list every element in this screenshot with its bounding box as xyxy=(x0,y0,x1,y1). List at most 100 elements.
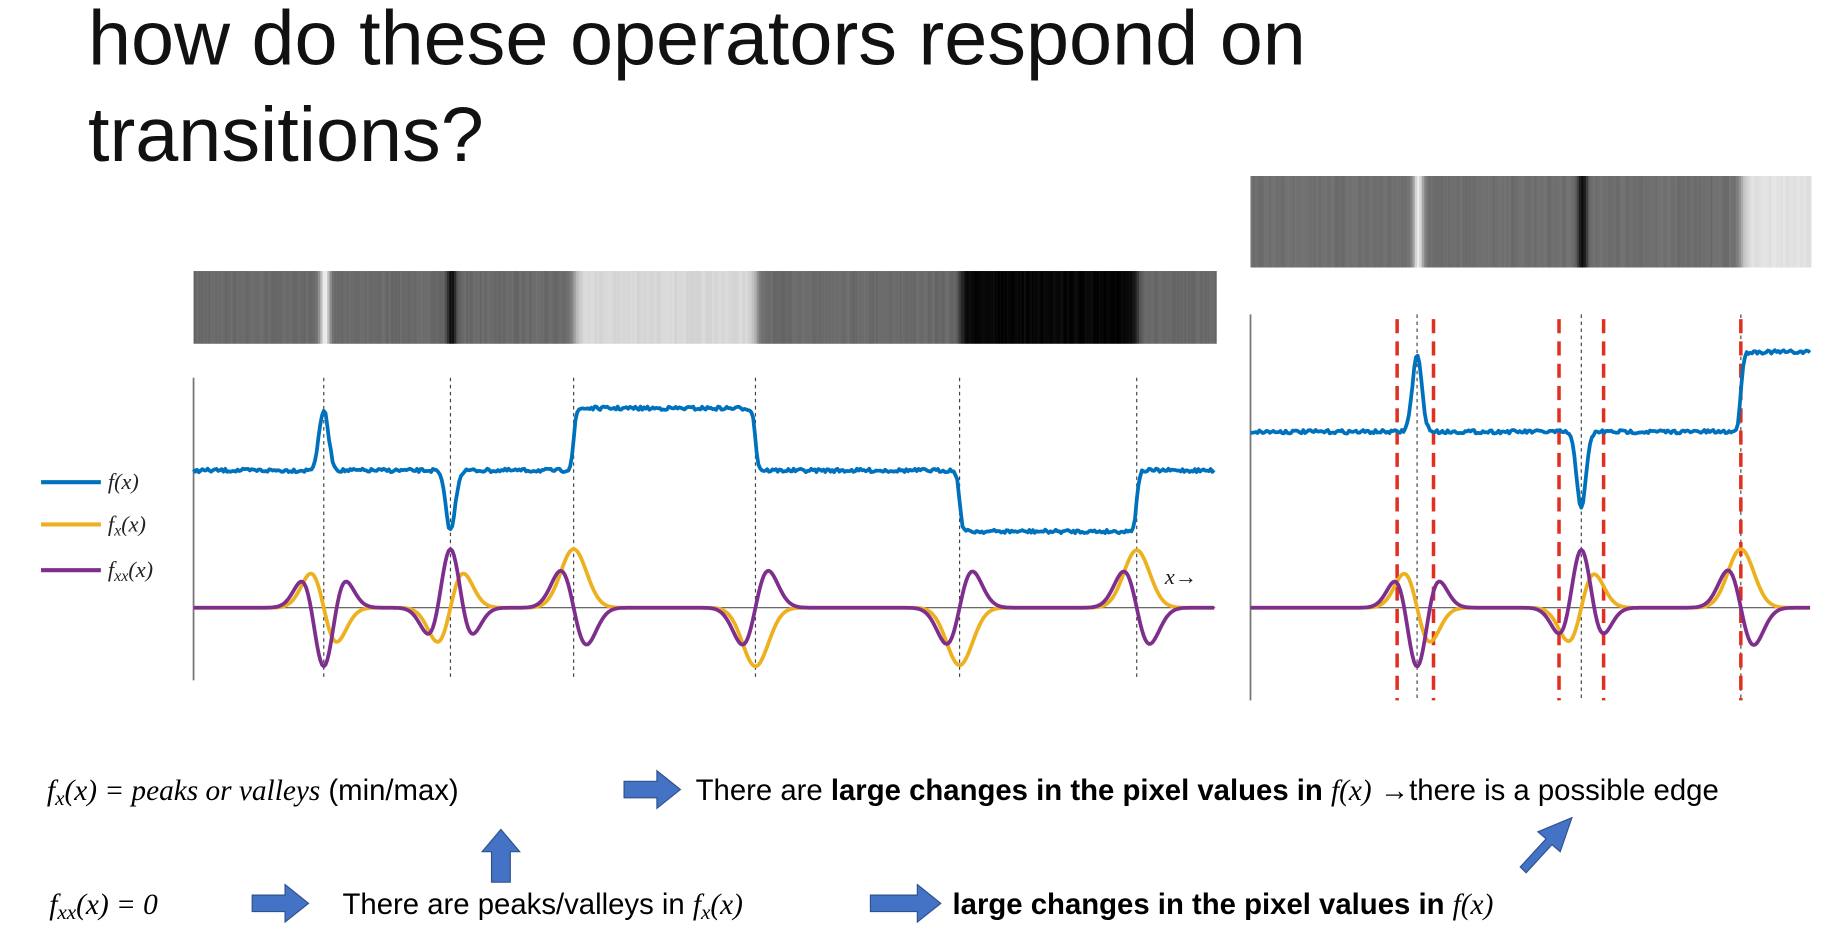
strip-column xyxy=(1363,176,1366,268)
strip-column xyxy=(320,271,323,344)
strip-column xyxy=(1417,176,1420,268)
strip-column xyxy=(1574,176,1577,268)
strip-column xyxy=(1564,176,1568,268)
strip-column xyxy=(1115,271,1119,344)
strip-column xyxy=(1471,176,1474,268)
strip-column xyxy=(564,271,567,344)
strip-column xyxy=(1567,176,1570,268)
strip-column xyxy=(1174,271,1177,344)
strip-column xyxy=(1454,176,1458,268)
strip-column xyxy=(1337,176,1340,268)
strip-column xyxy=(608,271,612,344)
strip-column xyxy=(1525,176,1528,268)
strip-column xyxy=(880,271,884,344)
strip-column xyxy=(747,271,750,344)
strip-column xyxy=(1799,176,1803,268)
strip-column xyxy=(1092,271,1095,344)
strip-column xyxy=(780,271,783,344)
strip-column xyxy=(848,271,851,344)
strip-column xyxy=(946,271,950,344)
strip-column xyxy=(278,271,281,344)
strip-column xyxy=(1026,271,1030,344)
strip-column xyxy=(1141,271,1144,344)
strip-column xyxy=(1281,176,1284,268)
strip-column xyxy=(1743,176,1746,268)
strip-column xyxy=(951,271,954,344)
strip-column xyxy=(770,271,774,344)
strip-column xyxy=(944,271,947,344)
strip-column xyxy=(676,271,680,344)
strip-column xyxy=(960,271,964,344)
strip-column xyxy=(629,271,633,344)
strip-column xyxy=(1412,176,1415,268)
strip-column xyxy=(1609,176,1613,268)
strip-column xyxy=(688,271,692,344)
strip-column xyxy=(913,271,917,344)
strip-column xyxy=(1456,176,1460,268)
strip-column xyxy=(871,271,875,344)
strip-column xyxy=(1658,176,1662,268)
strip-column xyxy=(697,271,701,344)
strip-column xyxy=(317,271,321,344)
strip-column xyxy=(812,271,816,344)
strip-column xyxy=(1618,176,1622,268)
strip-column xyxy=(256,271,260,344)
strip-column xyxy=(1311,176,1315,268)
strip-column xyxy=(1581,176,1584,268)
strip-column xyxy=(1797,176,1800,268)
strip-column xyxy=(1325,176,1329,268)
strip-column xyxy=(1466,176,1469,268)
strip-column xyxy=(1276,176,1279,268)
strip-column xyxy=(324,271,328,344)
strip-column xyxy=(212,271,215,344)
strip-column xyxy=(979,271,983,344)
strip-column xyxy=(1792,176,1796,268)
strip-column xyxy=(1167,271,1170,344)
strip-column xyxy=(1480,176,1484,268)
strip-column xyxy=(1503,176,1507,268)
strip-column xyxy=(1334,176,1338,268)
strip-column xyxy=(791,271,795,344)
strip-column xyxy=(754,271,757,344)
formula-line: large changes in the pixel values in f(x… xyxy=(953,888,1494,921)
strip-column xyxy=(1214,271,1217,344)
strip-column xyxy=(972,271,976,344)
strip-column xyxy=(1410,176,1413,268)
strip-column xyxy=(810,271,814,344)
strip-column xyxy=(1452,176,1455,268)
arrow xyxy=(869,883,942,924)
strip-column xyxy=(1351,176,1354,268)
strip-column xyxy=(1381,176,1385,268)
strip-column xyxy=(1204,271,1208,344)
strip-column xyxy=(1459,176,1462,268)
strip-column xyxy=(428,271,431,344)
strip-column xyxy=(681,271,685,344)
strip-column xyxy=(1628,176,1631,268)
strip-column xyxy=(583,271,586,344)
strip-column xyxy=(744,271,748,344)
strip-column xyxy=(679,271,682,344)
strip-column xyxy=(1344,176,1347,268)
strip-column xyxy=(296,271,300,344)
strip-column xyxy=(1485,176,1488,268)
text-part: f(x) xyxy=(1331,775,1372,807)
strip-column xyxy=(1804,176,1807,268)
strip-column xyxy=(721,271,725,344)
strip-column xyxy=(1139,271,1142,344)
strip-column xyxy=(1405,176,1408,268)
strip-column xyxy=(543,271,546,344)
strip-column xyxy=(974,271,978,344)
strip-column xyxy=(1176,271,1180,344)
strip-column xyxy=(1292,176,1296,268)
strip-column xyxy=(1677,176,1681,268)
strip-column xyxy=(1047,271,1051,344)
strip-column xyxy=(1178,271,1182,344)
strip-column xyxy=(1442,176,1446,268)
strip-column xyxy=(1555,176,1559,268)
strip-column xyxy=(1750,176,1753,268)
strip-column xyxy=(1700,176,1704,268)
strip-column xyxy=(831,271,835,344)
strip-column xyxy=(1207,271,1210,344)
strip-column xyxy=(559,271,563,344)
formula-line: fx(x) = peaks or valleys (min/max) xyxy=(47,774,459,810)
